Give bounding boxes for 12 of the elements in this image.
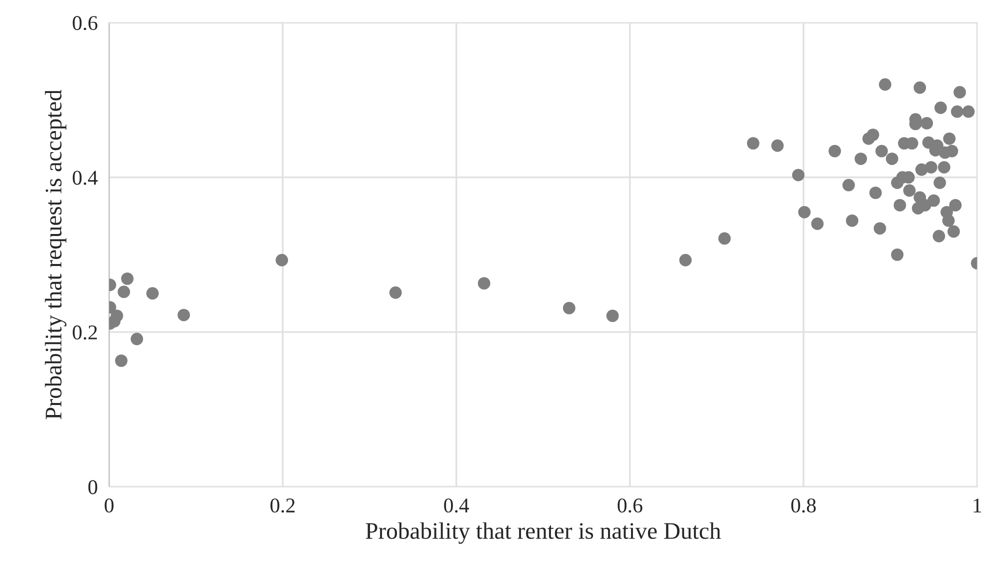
- y-tick-label: 0: [88, 480, 98, 494]
- x-tick-label: 0.8: [791, 498, 816, 513]
- x-axis-title: Probability that renter is native Dutch: [366, 522, 721, 544]
- y-tick-label: 0.6: [72, 16, 98, 30]
- y-axis-title: Probability that request is accepted: [44, 90, 66, 420]
- x-tick-label: 0.2: [270, 498, 295, 513]
- x-tick-label: 0: [104, 498, 114, 513]
- y-tick-label: 0.2: [72, 325, 97, 340]
- x-tick-label: 0.4: [444, 498, 470, 513]
- x-tick-label: 1: [974, 498, 982, 512]
- x-tick-label: 0.6: [618, 498, 642, 513]
- y-tick-label: 0.4: [72, 170, 98, 185]
